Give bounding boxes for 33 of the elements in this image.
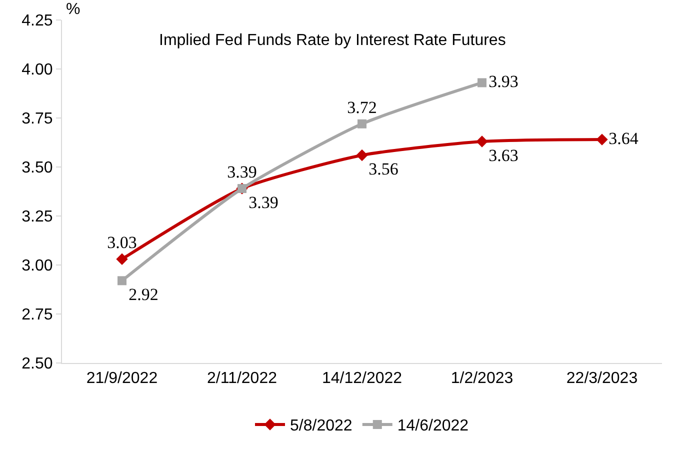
x-tick-label: 21/9/2022 <box>86 370 158 388</box>
x-tick-label: 2/11/2022 <box>207 370 278 388</box>
y-tick-label: 4.00 <box>22 62 53 79</box>
legend-label: 5/8/2022 <box>290 418 352 435</box>
text: Implied Fed Funds Rate by Interest Rate Futures <box>159 32 506 49</box>
data-label: 3.93 <box>488 72 518 91</box>
data-label: 2.92 <box>128 285 158 304</box>
data-label: 3.56 <box>368 160 398 179</box>
y-tick-label: 2.75 <box>22 306 53 324</box>
x-tick-label: 22/3/2023 <box>566 370 638 388</box>
data-label: 3.39 <box>248 192 278 212</box>
data-label: 3.39 <box>227 162 257 182</box>
point <box>118 276 126 286</box>
y-tick-label: 3.75 <box>22 110 53 128</box>
y-tick-label: 3.25 <box>22 208 53 226</box>
y-tick-label: 3.00 <box>22 258 53 275</box>
legend-label: 14/6/2022 <box>397 418 469 435</box>
point <box>356 149 368 162</box>
point <box>596 134 608 146</box>
point <box>478 78 486 88</box>
x-tick-label: 1/2/2023 <box>450 370 514 388</box>
data-label: 3.72 <box>347 98 377 118</box>
y-tick-label: 4.25 <box>22 12 53 30</box>
data-label: 3.03 <box>107 233 137 252</box>
y-tick-label: 2.50 <box>22 356 53 373</box>
y-axis-title: % <box>66 1 80 18</box>
x-tick-label: 14/12/2022 <box>322 370 402 388</box>
point <box>476 136 488 148</box>
y-tick-label: 3.50 <box>22 160 53 177</box>
point <box>358 119 366 128</box>
data-label: 3.64 <box>608 128 639 148</box>
data-label: 3.63 <box>488 146 518 165</box>
point <box>116 253 128 265</box>
